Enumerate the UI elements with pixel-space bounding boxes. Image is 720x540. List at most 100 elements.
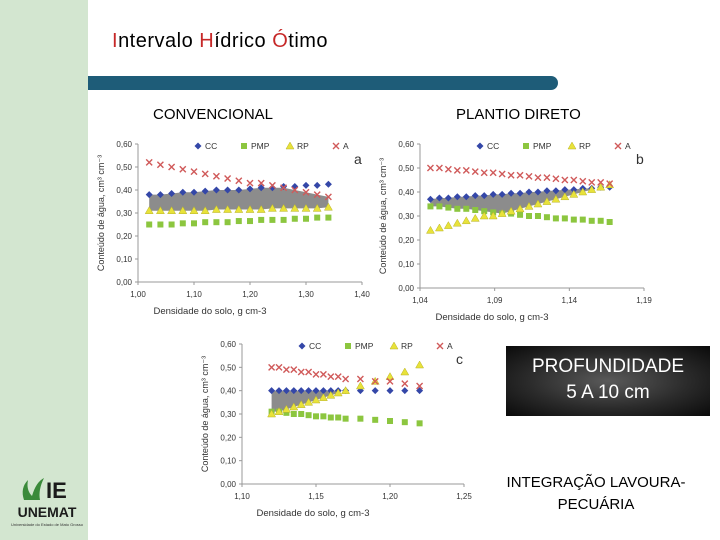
x-tick-label: 1,14 [562, 296, 578, 305]
point-cc [145, 191, 153, 199]
point-pmp [305, 412, 312, 419]
legend-label: RP [297, 141, 309, 151]
point-pmp [463, 205, 470, 212]
point-pmp [454, 205, 461, 212]
point-pmp [157, 221, 164, 228]
point-rp [279, 203, 289, 212]
point-a [224, 175, 232, 182]
point-pmp [534, 213, 541, 219]
point-cc [426, 195, 434, 203]
slide-title: Intervalo Hídrico Ótimo [112, 30, 328, 53]
point-a [401, 380, 409, 388]
point-rp [267, 203, 277, 212]
series-cc [145, 180, 332, 199]
x-tick-label: 1,20 [242, 290, 258, 299]
point-rp [461, 216, 471, 225]
y-axis-label: Conteúdo de água, cm³ cm⁻³ [96, 155, 106, 271]
legend-marker-rp [285, 141, 295, 150]
point-a [319, 370, 327, 378]
point-cc [312, 387, 320, 395]
legend-label: RP [579, 141, 591, 151]
point-rp [479, 211, 489, 220]
point-a [305, 368, 313, 376]
y-tick-label: 0,40 [220, 387, 236, 396]
point-cc [268, 387, 276, 395]
point-cc [201, 187, 209, 195]
point-a [570, 176, 578, 184]
legend-marker-pmp [523, 143, 529, 149]
panel-letter: c [456, 351, 463, 367]
point-pmp [342, 415, 349, 422]
point-pmp [387, 418, 393, 424]
point-cc [435, 194, 443, 202]
x-tick-label: 1,04 [412, 296, 428, 305]
series-rp [267, 360, 425, 418]
legend: CC PMP RP A [194, 141, 349, 151]
point-cc [444, 194, 452, 202]
point-pmp [325, 214, 332, 221]
y-tick-label: 0,50 [398, 164, 414, 173]
point-rp [355, 381, 365, 390]
logo-mark: IE [46, 478, 67, 503]
point-pmp [179, 220, 186, 227]
point-rp [385, 372, 395, 380]
point-rp [560, 192, 570, 201]
depth-label-line1: PROFUNDIDADE [531, 356, 684, 377]
integration-label-line1: INTEGRAÇÃO LAVOURA- [506, 474, 686, 491]
point-a [246, 179, 254, 187]
point-rp [524, 201, 534, 210]
side-band [0, 0, 88, 540]
point-pmp [213, 219, 220, 226]
point-pmp [298, 411, 305, 417]
unemat-logo: IE UNEMAT Universidade do Estado de Mato… [6, 470, 88, 534]
point-pmp [597, 217, 604, 224]
point-rp [256, 205, 266, 213]
point-rp [223, 205, 233, 213]
legend-label: CC [205, 141, 217, 151]
legend-label: CC [487, 141, 499, 151]
point-pmp [588, 217, 595, 224]
point-a [268, 363, 276, 371]
point-a [597, 178, 605, 186]
point-cc [498, 190, 506, 198]
point-rp [281, 404, 291, 413]
point-rp [533, 199, 543, 208]
point-cc [156, 191, 164, 199]
point-rp [596, 182, 606, 191]
point-rp [144, 206, 154, 214]
point-pmp [280, 216, 287, 223]
title-initial-1: I [112, 30, 119, 52]
point-rp [189, 206, 199, 214]
y-tick-label: 0,30 [116, 209, 132, 218]
point-pmp [606, 219, 613, 225]
point-rp [301, 203, 311, 212]
point-pmp [517, 211, 524, 218]
iho-band [271, 390, 339, 412]
point-rp [587, 185, 597, 193]
point-pmp [235, 218, 242, 225]
point-cc [570, 186, 578, 194]
legend-label: A [625, 141, 631, 151]
point-cc [319, 387, 327, 395]
legend-marker-cc [298, 342, 306, 350]
point-pmp [481, 208, 488, 215]
series-a [145, 158, 332, 201]
point-cc [561, 186, 569, 194]
point-a [168, 163, 176, 171]
point-cc [235, 186, 243, 194]
y-tick-label: 0,10 [398, 260, 414, 269]
point-rp [341, 386, 351, 394]
point-pmp [579, 216, 586, 223]
point-a [268, 181, 276, 189]
point-cc [453, 193, 461, 201]
x-tick-label: 1,40 [354, 290, 370, 299]
point-cc [302, 181, 310, 189]
legend-marker-pmp [345, 343, 351, 349]
point-a [534, 174, 542, 182]
title-word-1: ntervalo [118, 30, 200, 52]
point-a [257, 179, 265, 187]
point-rp [245, 205, 255, 213]
y-axis-label: Conteúdo de água, cm³ cm⁻³ [200, 356, 210, 472]
x-axis-label: Densidade do solo, g cm-3 [256, 508, 369, 519]
point-pmp [526, 213, 533, 219]
